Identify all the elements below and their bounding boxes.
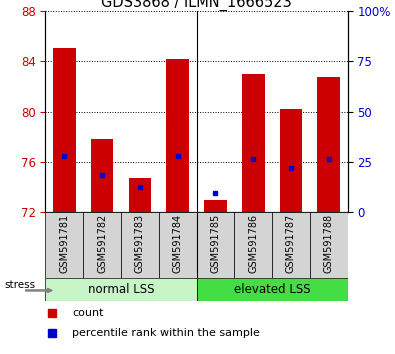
Bar <box>242 74 265 212</box>
Text: GSM591788: GSM591788 <box>324 214 334 273</box>
Bar <box>272 212 310 278</box>
Bar <box>121 212 159 278</box>
Text: elevated LSS: elevated LSS <box>234 283 310 296</box>
Text: GSM591781: GSM591781 <box>59 214 69 273</box>
Bar <box>280 109 302 212</box>
Text: stress: stress <box>4 280 35 290</box>
Bar <box>204 200 227 212</box>
Text: count: count <box>72 308 104 318</box>
Bar <box>318 78 340 212</box>
Bar <box>45 278 197 301</box>
Bar <box>128 178 151 212</box>
Text: percentile rank within the sample: percentile rank within the sample <box>72 328 260 338</box>
Text: GSM591783: GSM591783 <box>135 214 145 273</box>
Text: GSM591787: GSM591787 <box>286 214 296 273</box>
Bar <box>197 278 348 301</box>
Bar <box>159 212 197 278</box>
Bar <box>91 139 113 212</box>
Bar <box>234 212 272 278</box>
Bar <box>45 212 83 278</box>
Text: GSM591786: GSM591786 <box>248 214 258 273</box>
Bar <box>53 48 76 212</box>
Bar <box>197 212 234 278</box>
Bar <box>83 212 121 278</box>
Text: GSM591785: GSM591785 <box>211 214 220 273</box>
Text: GSM591782: GSM591782 <box>97 214 107 273</box>
Bar <box>310 212 348 278</box>
Text: GSM591784: GSM591784 <box>173 214 182 273</box>
Title: GDS3868 / ILMN_1666523: GDS3868 / ILMN_1666523 <box>101 0 292 11</box>
Bar <box>166 58 189 212</box>
Text: normal LSS: normal LSS <box>88 283 154 296</box>
